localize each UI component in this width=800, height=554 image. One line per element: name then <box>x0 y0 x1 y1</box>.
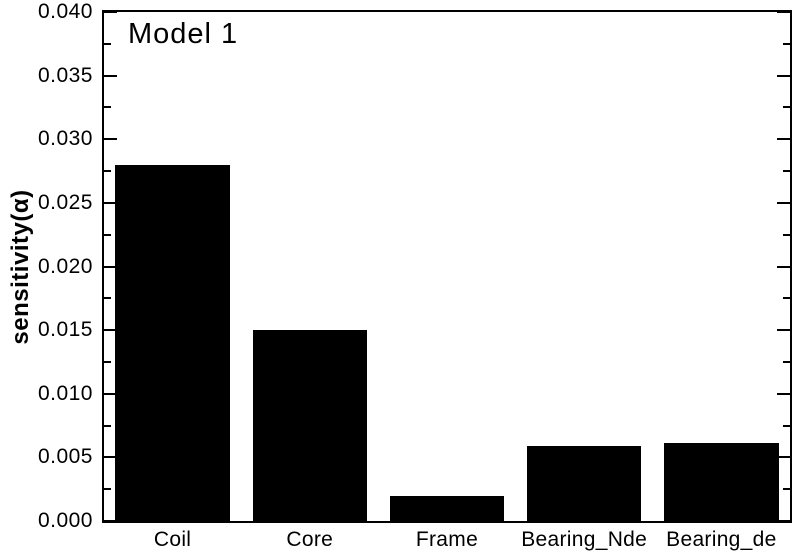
y-major-tick <box>104 456 117 459</box>
y-major-tick <box>104 201 117 204</box>
y-minor-tick <box>783 297 790 300</box>
y-major-tick <box>104 74 117 77</box>
y-minor-tick <box>783 170 790 173</box>
y-tick-label: 0.005 <box>37 445 93 469</box>
y-major-tick <box>104 392 117 395</box>
y-tick-label: 0.015 <box>37 318 93 342</box>
bar-bearing_de <box>664 443 779 521</box>
y-minor-tick <box>783 360 790 363</box>
y-tick-label: 0.030 <box>37 127 93 151</box>
y-minor-tick <box>104 424 111 427</box>
y-minor-tick <box>783 233 790 236</box>
y-major-tick <box>777 201 790 204</box>
x-category-label: Frame <box>415 528 479 551</box>
y-major-tick <box>777 329 790 332</box>
y-tick-label: 0.020 <box>37 254 93 278</box>
y-minor-tick <box>104 42 111 45</box>
bar-bearing_nde <box>527 445 642 521</box>
x-category-label: Bearing_de <box>666 528 777 551</box>
bar-coil <box>115 164 230 521</box>
bar-frame <box>389 495 505 521</box>
y-minor-tick <box>104 297 111 300</box>
y-minor-tick <box>104 233 111 236</box>
y-minor-tick <box>783 488 790 491</box>
y-minor-tick <box>104 106 111 109</box>
y-major-tick <box>777 520 790 522</box>
y-major-tick <box>104 265 117 268</box>
y-major-tick <box>104 520 117 522</box>
y-tick-label: 0.035 <box>37 63 93 87</box>
y-minor-tick <box>104 170 111 173</box>
y-major-tick <box>777 74 790 77</box>
y-minor-tick <box>104 360 111 363</box>
x-category-label: Core <box>286 528 334 551</box>
y-minor-tick <box>783 42 790 45</box>
y-major-tick <box>104 329 117 332</box>
y-major-tick <box>104 11 117 13</box>
plot-title: Model 1 <box>128 18 239 50</box>
y-major-tick <box>777 11 790 13</box>
y-major-tick <box>777 138 790 141</box>
y-tick-label: 0.025 <box>37 190 93 214</box>
y-tick-label: 0.000 <box>37 509 93 532</box>
y-major-tick <box>777 265 790 268</box>
x-category-label: Bearing_Nde <box>521 528 648 551</box>
y-minor-tick <box>104 488 111 491</box>
plot-area: Model 1 <box>102 10 792 523</box>
y-major-tick <box>777 392 790 395</box>
x-category-label: Coil <box>153 528 192 551</box>
y-major-tick <box>104 138 117 141</box>
y-minor-tick <box>783 106 790 109</box>
y-tick-label: 0.010 <box>37 381 93 405</box>
y-tick-label: 0.040 <box>37 0 93 23</box>
y-minor-tick <box>783 424 790 427</box>
bar-core <box>252 330 367 521</box>
y-major-tick <box>777 456 790 459</box>
